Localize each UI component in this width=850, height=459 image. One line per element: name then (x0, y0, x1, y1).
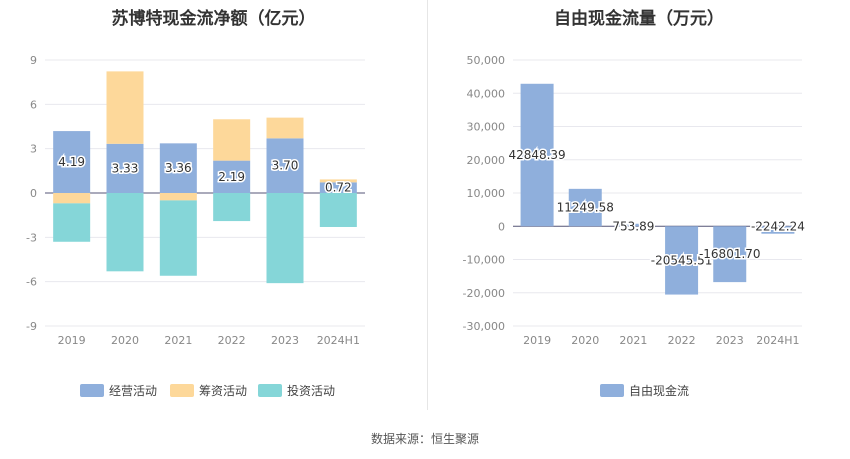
bar-free-cash-flow (761, 226, 795, 234)
y-tick-label: 0 (498, 220, 505, 233)
bar-financing (159, 193, 197, 201)
bar-investing (53, 203, 91, 242)
data-label: 3.70 (272, 159, 299, 173)
x-tick-label: 2019 (58, 334, 86, 347)
x-tick-label: 2024H1 (317, 334, 360, 347)
x-tick-label: 2023 (271, 334, 299, 347)
y-tick-label: -9 (26, 320, 37, 333)
data-source: 数据来源：恒生聚源 (370, 432, 479, 446)
legend-label: 筹资活动 (199, 384, 247, 398)
x-tick-label: 2021 (619, 334, 647, 347)
bar-operating (53, 131, 91, 193)
x-tick-label: 2019 (523, 334, 551, 347)
bar-operating (159, 143, 197, 193)
bar-financing (319, 179, 357, 183)
bar-financing (266, 117, 304, 139)
data-label: -20545.51 (651, 253, 713, 267)
x-tick-label: 2020 (571, 334, 599, 347)
legend-label: 自由现金流 (629, 383, 689, 398)
data-label: 753.89 (612, 219, 654, 233)
y-tick-label: 20,000 (467, 154, 506, 167)
x-tick-label: 2023 (716, 334, 744, 347)
y-tick-label: 3 (30, 143, 37, 156)
left-chart: 9 6 3 0 -3 -6 -9 2019 4.19 2020 3.33 2021 3.36 2022 2.… (26, 54, 365, 398)
y-tick-label: 9 (30, 54, 37, 67)
legend-swatch (80, 384, 104, 397)
bar-free-cash-flow (568, 188, 602, 227)
x-tick-label: 2024H1 (756, 334, 799, 347)
data-label: 42848.39 (508, 148, 565, 162)
bar-operating (106, 143, 144, 193)
bar-investing (106, 193, 144, 272)
panel-divider (427, 0, 428, 410)
bar-investing (213, 193, 251, 222)
y-tick-label: -3 (26, 231, 37, 244)
bar-financing (53, 193, 91, 204)
data-label: 4.19 (58, 155, 85, 169)
y-tick-label: 50,000 (467, 54, 506, 67)
bar-free-cash-flow (520, 83, 554, 227)
bar-free-cash-flow (713, 226, 747, 283)
x-tick-label: 2021 (164, 334, 192, 347)
data-label: 11249.58 (557, 201, 614, 215)
bar-investing (159, 200, 197, 276)
y-tick-label: -10,000 (463, 254, 505, 267)
y-tick-label: 10,000 (467, 187, 506, 200)
bar-free-cash-flow (665, 226, 699, 295)
legend-swatch (170, 384, 194, 397)
data-label: -2242.24 (751, 219, 805, 233)
y-tick-label: 6 (30, 98, 37, 111)
y-tick-label: -20,000 (463, 287, 505, 300)
bar-financing (213, 119, 251, 161)
bar-free-cash-flow (616, 223, 650, 227)
legend-swatch (258, 384, 282, 397)
y-tick-label: -30,000 (463, 320, 505, 333)
bar-operating (213, 160, 251, 193)
bar-investing (319, 193, 357, 227)
y-tick-label: -6 (26, 276, 37, 289)
y-tick-label: 0 (30, 187, 37, 200)
bar-operating (319, 182, 357, 193)
left-chart-title: 苏博特现金流净额（亿元） (111, 9, 316, 29)
data-label: 3.36 (165, 161, 192, 175)
x-tick-label: 2020 (111, 334, 139, 347)
data-label: 0.72 (325, 181, 352, 195)
y-tick-label: 30,000 (467, 121, 506, 134)
right-chart-title: 自由现金流量（万元） (554, 9, 724, 29)
data-label: 2.19 (218, 170, 245, 184)
x-tick-label: 2022 (218, 334, 246, 347)
y-tick-label: 40,000 (467, 87, 506, 100)
legend-label: 投资活动 (287, 383, 335, 398)
legend-label: 经营活动 (109, 384, 157, 398)
bar-operating (266, 138, 304, 193)
data-label: -16801.70 (699, 247, 761, 261)
data-label: 3.33 (112, 161, 139, 175)
right-chart: 50,000 40,000 30,000 20,000 10,000 0 -10,000 -2… (463, 54, 807, 398)
bar-investing (266, 193, 304, 284)
legend-swatch (600, 384, 624, 397)
x-tick-label: 2022 (668, 334, 696, 347)
bar-financing (106, 71, 144, 144)
